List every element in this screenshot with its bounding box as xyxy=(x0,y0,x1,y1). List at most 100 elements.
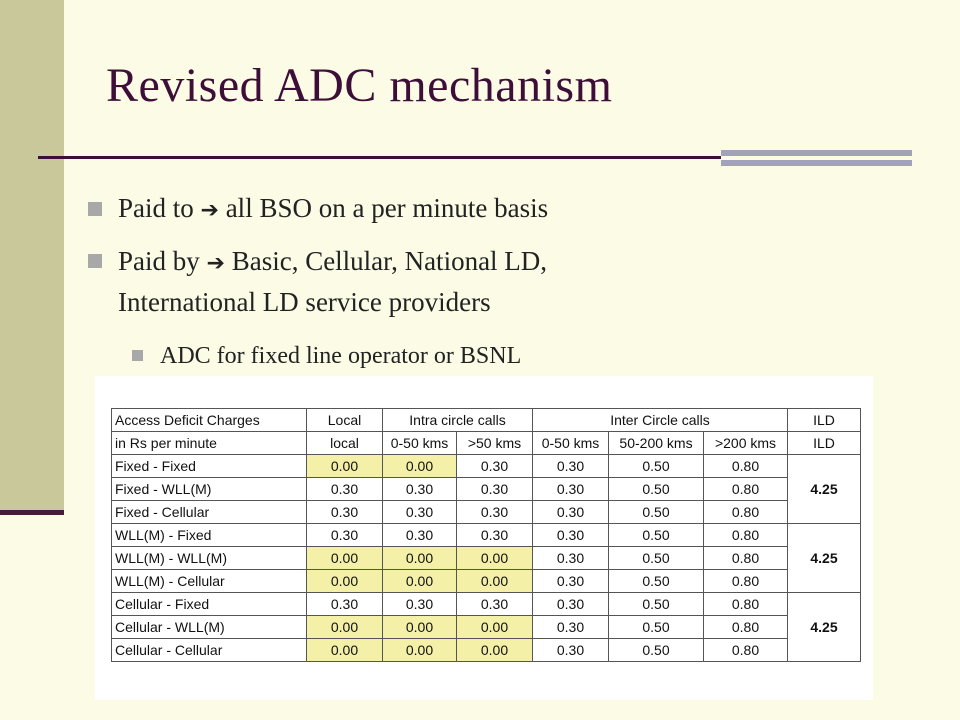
table-cell: 0.50 xyxy=(608,592,704,616)
sub-bullet-text: ADC for fixed line operator or BSNL xyxy=(160,343,522,369)
bullet-square-icon xyxy=(132,350,143,361)
table-cell: 0.30 xyxy=(382,477,457,501)
title-underline xyxy=(38,156,721,159)
table-cell: 0.30 xyxy=(306,523,383,547)
left-decorative-bar xyxy=(0,0,64,512)
table-cell: 0.30 xyxy=(532,546,609,570)
right-arrow-icon: ➔ xyxy=(206,251,225,276)
table-cell: 0.80 xyxy=(703,477,788,501)
table-row: WLL(M) - WLL(M) 0.00 0.00 0.00 0.30 0.50 0.80 xyxy=(111,546,861,570)
table-cell: 0.30 xyxy=(382,523,457,547)
table-row: Fixed - WLL(M) 0.30 0.30 0.30 0.30 0.50 0.80 xyxy=(111,477,861,501)
table-subheader-cell: 0-50 kms xyxy=(382,431,457,455)
table-header-cell: Access Deficit Charges xyxy=(111,408,307,432)
table-cell: 0.50 xyxy=(608,523,704,547)
bullet-text-line2: International LD service providers xyxy=(118,287,491,317)
table-cell: 0.30 xyxy=(456,477,533,501)
table-row: Cellular - Cellular 0.00 0.00 0.00 0.30 0.50 0… xyxy=(111,638,861,662)
table-subheader-cell: >50 kms xyxy=(456,431,533,455)
adc-table-image: Access Deficit Charges Local Intra circl… xyxy=(95,376,873,700)
table-cell: 0.30 xyxy=(456,500,533,524)
bullet-square-icon xyxy=(88,202,102,216)
table-cell: 0.80 xyxy=(703,546,788,570)
table-cell: 0.50 xyxy=(608,546,704,570)
table-row-label: Cellular - WLL(M) xyxy=(111,615,307,639)
table-cell: 0.00 xyxy=(306,546,383,570)
table-row: Cellular - WLL(M) 0.00 0.00 0.00 0.30 0.50 0.8… xyxy=(111,615,861,639)
table-header-cell: Intra circle calls xyxy=(382,408,533,432)
table-cell: 0.80 xyxy=(703,523,788,547)
table-cell: 0.00 xyxy=(456,546,533,570)
table-header-cell: Inter Circle calls xyxy=(532,408,788,432)
table-cell: 0.50 xyxy=(608,638,704,662)
table-subheader-cell: 0-50 kms xyxy=(532,431,609,455)
table-cell: 0.00 xyxy=(306,615,383,639)
table-ild-cell: 4.25 xyxy=(787,592,861,662)
table-ild-cell: 4.25 xyxy=(787,523,861,593)
table-cell: 0.30 xyxy=(306,592,383,616)
table-cell: 0.50 xyxy=(608,477,704,501)
table-subheader-cell: >200 kms xyxy=(703,431,788,455)
table-header-cell: ILD xyxy=(787,408,861,432)
table-cell: 0.30 xyxy=(382,500,457,524)
table-cell: 0.80 xyxy=(703,500,788,524)
table-subheader-cell: 50-200 kms xyxy=(608,431,704,455)
table-cell: 0.80 xyxy=(703,615,788,639)
bullet-prefix: Paid to xyxy=(118,193,194,223)
table-row: WLL(M) - Fixed 0.30 0.30 0.30 0.30 0.50 0.80 4.… xyxy=(111,523,861,593)
table-cell: 0.30 xyxy=(532,477,609,501)
table-cell: 0.30 xyxy=(306,477,383,501)
table-row-label: WLL(M) - WLL(M) xyxy=(111,546,307,570)
table-cell: 0.50 xyxy=(608,569,704,593)
table-cell: 0.30 xyxy=(532,523,609,547)
table-subheader-cell: in Rs per minute xyxy=(111,431,307,455)
bullet-square-icon xyxy=(88,254,102,268)
table-cell: 0.30 xyxy=(456,454,533,478)
bullet-text: all BSO on a per minute basis xyxy=(225,193,549,223)
table-cell: 0.00 xyxy=(306,569,383,593)
table-row-label: Cellular - Cellular xyxy=(111,638,307,662)
table-cell: 0.80 xyxy=(703,569,788,593)
table-row-label: Fixed - Fixed xyxy=(111,454,307,478)
table-cell: 0.80 xyxy=(703,638,788,662)
table-cell: 0.00 xyxy=(382,615,457,639)
table-row-label: Cellular - Fixed xyxy=(111,592,307,616)
table-subheader-cell: ILD xyxy=(787,431,861,455)
table-row-label: WLL(M) - Fixed xyxy=(111,523,307,547)
table-cell: 0.30 xyxy=(456,592,533,616)
table-cell: 0.30 xyxy=(532,500,609,524)
table-cell: 0.30 xyxy=(382,592,457,616)
table-row-label: Fixed - Cellular xyxy=(111,500,307,524)
table-header-row: Access Deficit Charges Local Intra circl… xyxy=(111,408,861,432)
table-cell: 0.80 xyxy=(703,454,788,478)
table-cell: 0.30 xyxy=(456,523,533,547)
table-cell: 0.00 xyxy=(456,569,533,593)
table-cell: 0.00 xyxy=(306,638,383,662)
table-cell: 0.00 xyxy=(382,638,457,662)
title-underline-accent xyxy=(721,150,912,166)
slide-title: Revised ADC mechanism xyxy=(106,59,613,112)
table-cell: 0.30 xyxy=(306,500,383,524)
right-arrow-icon: ➔ xyxy=(200,198,219,223)
table-cell: 0.00 xyxy=(456,615,533,639)
table-cell: 0.50 xyxy=(608,454,704,478)
table-row: Cellular - Fixed 0.30 0.30 0.30 0.30 0.50 0.80… xyxy=(111,592,861,662)
bullet-text-line1: Basic, Cellular, National LD, xyxy=(231,246,548,276)
table-row: WLL(M) - Cellular 0.00 0.00 0.00 0.30 0.50 0.8… xyxy=(111,569,861,593)
bullet-prefix: Paid by xyxy=(118,246,200,276)
table-row-label: WLL(M) - Cellular xyxy=(111,569,307,593)
table-subheader-cell: local xyxy=(306,431,383,455)
table-row-label: Fixed - WLL(M) xyxy=(111,477,307,501)
table-cell: 0.80 xyxy=(703,592,788,616)
table-cell: 0.00 xyxy=(382,569,457,593)
adc-table: Access Deficit Charges Local Intra circl… xyxy=(111,408,861,662)
table-cell: 0.00 xyxy=(382,454,457,478)
table-subheader-row: in Rs per minute local 0-50 kms >50 kms 0-50… xyxy=(111,431,861,455)
table-ild-cell: 4.25 xyxy=(787,454,861,524)
table-cell: 0.50 xyxy=(608,500,704,524)
table-row: Fixed - Cellular 0.30 0.30 0.30 0.30 0.50 0.80 xyxy=(111,500,861,524)
table-cell: 0.30 xyxy=(532,569,609,593)
table-cell: 0.30 xyxy=(532,592,609,616)
table-cell: 0.30 xyxy=(532,454,609,478)
table-cell: 0.30 xyxy=(532,638,609,662)
